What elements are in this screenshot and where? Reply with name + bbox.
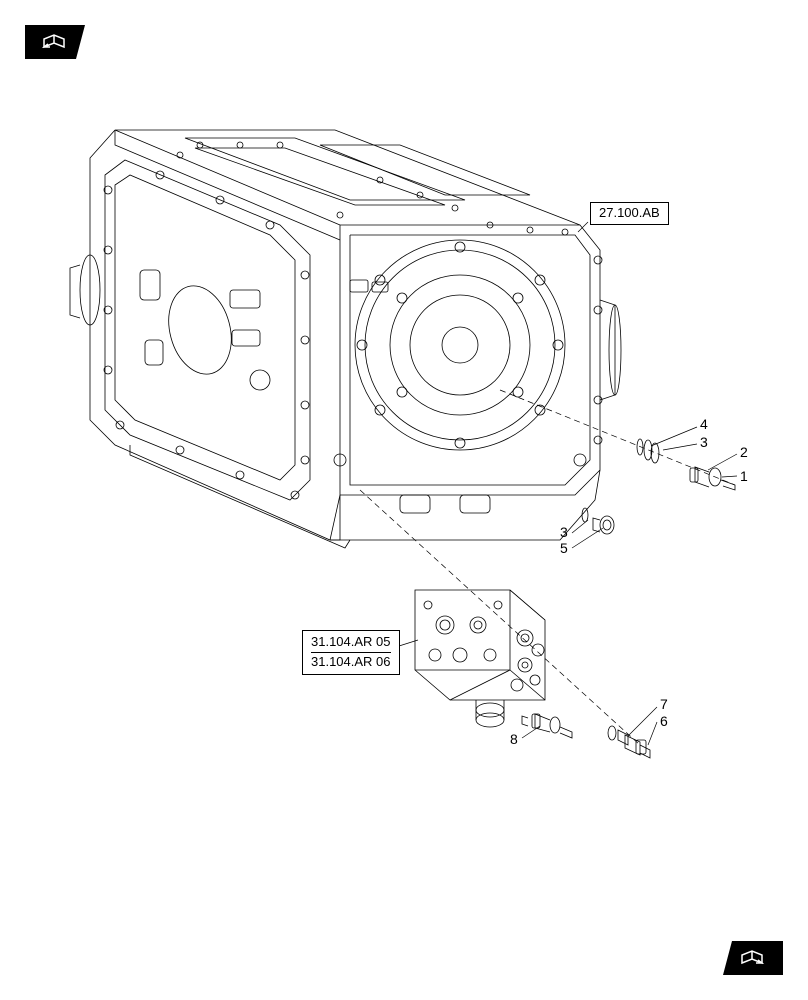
leader-lines [399, 222, 737, 745]
assembly-line-2 [360, 490, 640, 745]
ref-main-housing: 27.100.AB [590, 202, 669, 225]
callout-5: 5 [560, 540, 568, 556]
callout-1: 1 [740, 468, 748, 484]
callout-3a: 3 [700, 434, 708, 450]
small-parts-bottom [522, 714, 650, 758]
callout-7: 7 [660, 696, 668, 712]
callout-6: 6 [660, 713, 668, 729]
callout-4: 4 [700, 416, 708, 432]
ref-valve-block: 31.104.AR 05 31.104.AR 06 [302, 630, 400, 675]
small-parts-right [582, 439, 735, 534]
callout-2: 2 [740, 444, 748, 460]
ref-main-housing-text: 27.100.AB [599, 205, 660, 220]
main-housing-drawing [70, 130, 621, 548]
technical-diagram [0, 0, 808, 1000]
callout-3b: 3 [560, 524, 568, 540]
ref-valve-line2: 31.104.AR 06 [311, 653, 391, 672]
callout-8: 8 [510, 731, 518, 747]
valve-block-drawing [415, 590, 545, 727]
ref-valve-line1: 31.104.AR 05 [311, 633, 391, 653]
